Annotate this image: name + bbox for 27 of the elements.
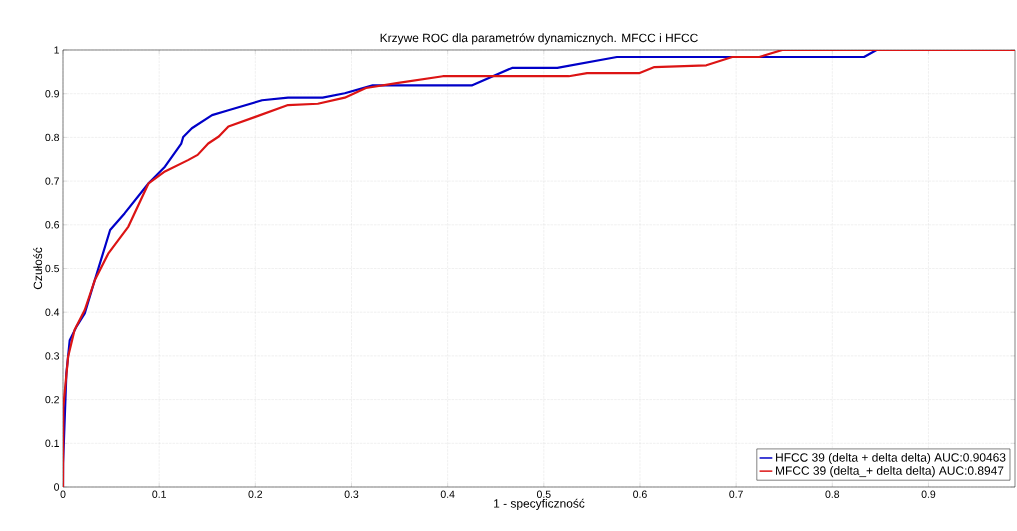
y-tick-label: 0.4 — [45, 308, 60, 316]
y-tick-label: 0.3 — [45, 352, 60, 360]
legend-label: HFCC 39 (delta + delta delta) AUC:0.90463 — [776, 452, 1006, 465]
legend-label: MFCC 39 (delta_+ delta delta) AUC:0.8947 — [776, 466, 1004, 478]
x-tick-label: 0.5 — [536, 490, 551, 498]
x-tick-label: 0.1 — [152, 490, 166, 498]
y-axis-title: Czułość — [33, 247, 43, 290]
x-tick-label: 0.8 — [825, 490, 840, 498]
x-tick-label: 0.7 — [729, 490, 743, 498]
y-tick-label: 0.1 — [45, 439, 59, 448]
x-tick-label: 0 — [60, 490, 66, 498]
y-tick-label: 0.5 — [45, 264, 60, 273]
y-tick-label: 0.2 — [45, 395, 59, 404]
y-tick-label: 0.7 — [45, 177, 59, 185]
y-tick-label: 1 — [54, 46, 59, 54]
y-tick-label: 0.8 — [45, 133, 60, 142]
x-tick-label: 0.6 — [633, 490, 647, 498]
x-tick-label: 0.2 — [248, 490, 263, 498]
x-axis-title: 1 - specyficzność — [494, 498, 585, 511]
y-tick-label: 0.6 — [45, 221, 60, 229]
x-tick-label: 0.3 — [344, 490, 359, 498]
y-tick-label: 0.9 — [45, 90, 59, 98]
y-tick-label: 0 — [54, 483, 60, 491]
chart-title: Krzywe ROC dla parametrów dynamicznych. MFCC i HFCC — [380, 33, 698, 45]
x-tick-label: 0.4 — [440, 490, 455, 498]
x-tick-label: 0.9 — [921, 490, 936, 498]
line-series — [63, 50, 1016, 487]
